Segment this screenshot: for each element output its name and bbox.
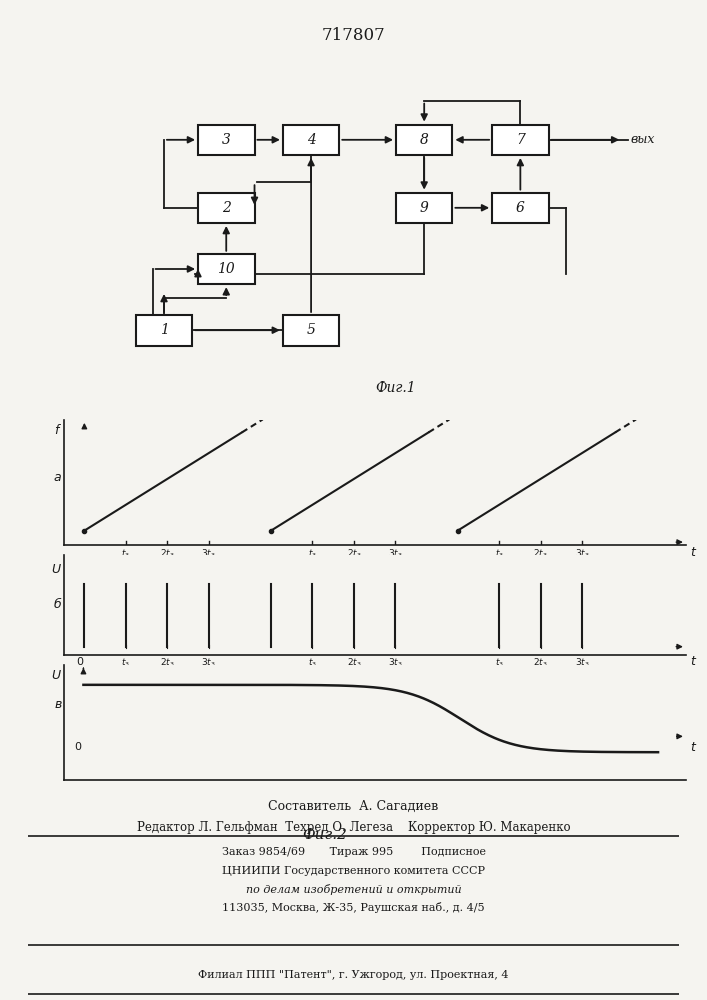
Text: Составитель  А. Сагадиев: Составитель А. Сагадиев [269,800,438,813]
Text: Филиал ППП "Патент", г. Ужгород, ул. Проектная, 4: Филиал ППП "Патент", г. Ужгород, ул. Про… [198,970,509,980]
Text: 2: 2 [222,201,230,215]
Text: Редактор Л. Гельфман  Техред О. Легеза    Корректор Ю. Макаренко: Редактор Л. Гельфман Техред О. Легеза Ко… [136,821,571,834]
Text: 8: 8 [420,133,428,147]
Bar [198,254,255,284]
Bar [396,124,452,155]
Text: 9: 9 [420,201,428,215]
Text: $t_3$: $t_3$ [122,657,130,669]
Text: $t$: $t$ [690,655,697,668]
Text: 3: 3 [222,133,230,147]
Text: 0: 0 [74,742,81,752]
Text: Заказ 9854/69       Тираж 995        Подписное: Заказ 9854/69 Тираж 995 Подписное [221,847,486,857]
Text: $3t_3$: $3t_3$ [388,657,403,669]
Text: 113035, Москва, Ж-35, Раушская наб., д. 4/5: 113035, Москва, Ж-35, Раушская наб., д. … [222,902,485,913]
Text: 1: 1 [160,323,168,337]
Text: $t_3$: $t_3$ [308,657,317,669]
Text: $t_3$: $t_3$ [495,657,503,669]
Bar [492,124,549,155]
Text: 4: 4 [307,133,315,147]
Bar [283,315,339,346]
Text: $t_3$: $t_3$ [495,548,503,560]
Text: вых: вых [631,133,655,146]
Text: $2t_3$: $2t_3$ [346,548,361,560]
Bar [136,315,192,346]
Bar [492,192,549,223]
Text: $t$: $t$ [690,741,697,754]
Text: 0: 0 [77,657,83,667]
Text: $3t_3$: $3t_3$ [388,548,403,560]
Text: по делам изобретений и открытий: по делам изобретений и открытий [246,884,461,895]
Text: 717807: 717807 [322,26,385,43]
Text: $2t_3$: $2t_3$ [533,657,548,669]
Text: ЦНИИПИ Государственного комитета СССР: ЦНИИПИ Государственного комитета СССР [222,866,485,876]
Text: 7: 7 [516,133,525,147]
Bar [198,192,255,223]
Text: $2t_3$: $2t_3$ [160,548,175,560]
Text: 5: 5 [307,323,315,337]
Text: б: б [54,598,62,612]
Text: $t_3$: $t_3$ [308,548,317,560]
Text: $f$: $f$ [54,423,62,437]
Text: Фиг.1: Фиг.1 [375,381,416,395]
Text: $2t_3$: $2t_3$ [346,657,361,669]
Bar [198,124,255,155]
Bar [283,124,339,155]
Text: $2t_3$: $2t_3$ [533,548,548,560]
Text: 6: 6 [516,201,525,215]
Text: $3t_3$: $3t_3$ [575,657,590,669]
Text: $2t_3$: $2t_3$ [160,657,175,669]
Text: $3t_3$: $3t_3$ [201,548,216,560]
Text: $3t_3$: $3t_3$ [201,657,216,669]
Text: $t$: $t$ [690,546,697,559]
Text: $t_3$: $t_3$ [122,548,130,560]
Text: $U$: $U$ [51,669,62,682]
Text: 10: 10 [217,262,235,276]
Text: в: в [54,698,62,711]
Text: $U$: $U$ [51,563,62,576]
Text: $3t_3$: $3t_3$ [575,548,590,560]
Bar [396,192,452,223]
Text: a: a [54,471,62,484]
Text: Фиг.2: Фиг.2 [303,828,347,842]
